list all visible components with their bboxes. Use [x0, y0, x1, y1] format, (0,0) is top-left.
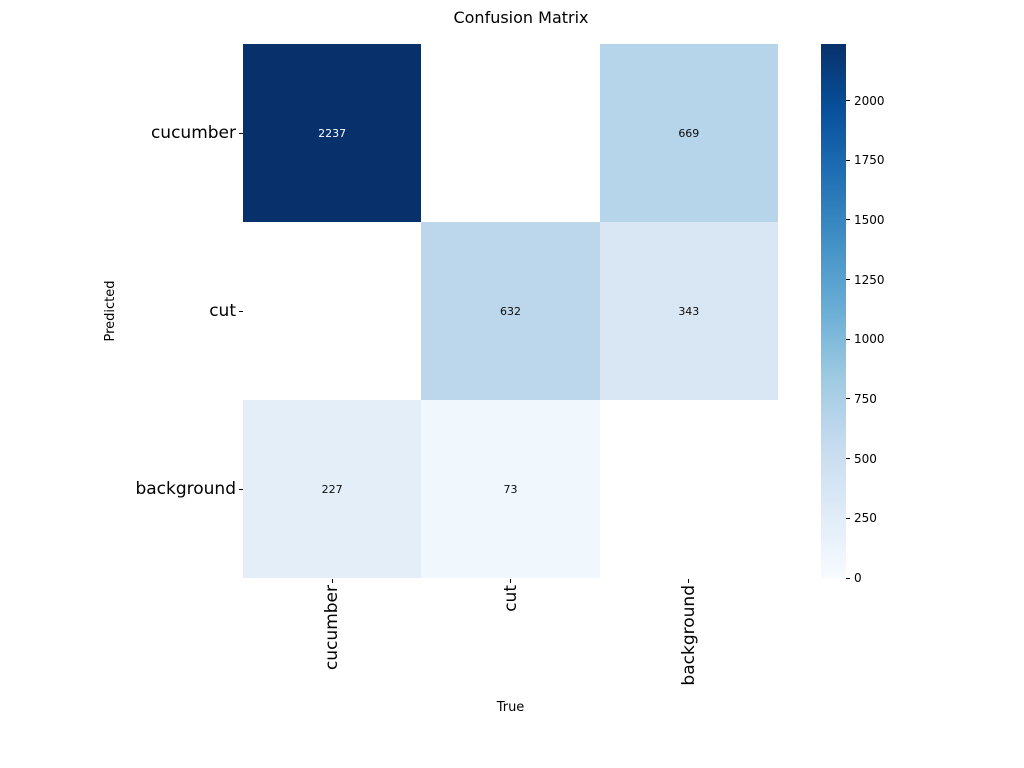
heatmap-cell: 632 [421, 222, 600, 400]
cell-value: 632 [499, 304, 521, 318]
colorbar-tick-mark [846, 338, 850, 340]
cell-value: 73 [503, 482, 518, 496]
colorbar-tick-mark [846, 577, 850, 579]
x-tick-label: background [678, 585, 699, 686]
y-tick-mark [239, 132, 243, 134]
x-tick-mark [510, 578, 511, 583]
y-axis-label: Predicted [103, 280, 118, 342]
y-tick-mark [239, 488, 243, 490]
colorbar-tick-mark [846, 458, 850, 460]
colorbar-tick-label: 1000 [854, 332, 885, 347]
heatmap-cell: 73 [421, 400, 600, 578]
heatmap-cell: 2237 [243, 44, 422, 222]
x-tick-label: cucumber [322, 585, 343, 671]
heatmap-cell [599, 400, 778, 578]
y-tick-label: cut [209, 301, 236, 321]
cell-value: 227 [321, 482, 343, 496]
colorbar-tick-label: 2000 [854, 93, 885, 108]
cell-value: 2237 [318, 126, 347, 140]
colorbar-tick-label: 750 [854, 391, 877, 406]
x-tick-mark [331, 578, 333, 583]
heatmap-cell: 343 [599, 222, 778, 400]
colorbar-tick-mark [846, 159, 850, 161]
heatmap-cell: 227 [243, 400, 422, 578]
y-tick-label: cucumber [150, 123, 236, 143]
colorbar-tick-mark [846, 219, 850, 221]
chart-title: Confusion Matrix [453, 8, 589, 27]
heatmap-cell: 669 [599, 44, 778, 222]
colorbar-tick-mark [846, 398, 850, 400]
colorbar-tick-label: 0 [854, 571, 862, 585]
y-tick-mark [239, 310, 243, 312]
cell-value: 343 [678, 304, 700, 318]
x-tick-mark [688, 578, 690, 583]
colorbar-tick-label: 1500 [854, 212, 885, 227]
colorbar-gradient [821, 44, 846, 578]
colorbar-tick-label: 500 [854, 451, 877, 466]
colorbar-tick-mark [846, 100, 850, 102]
heatmap-cell [421, 44, 600, 222]
heatmap: 2237 669 632 343 227 73 [243, 44, 778, 578]
colorbar-tick-label: 1750 [854, 153, 885, 168]
y-tick-label: background [135, 479, 236, 499]
colorbar-tick-label: 1250 [854, 272, 885, 287]
colorbar-tick-mark [846, 517, 850, 519]
x-tick-label: cut [500, 585, 521, 612]
colorbar-tick-label: 250 [854, 511, 877, 526]
colorbar-tick-mark [846, 279, 850, 281]
cell-value: 669 [678, 126, 700, 140]
x-axis-label: True [496, 700, 525, 715]
heatmap-cell [243, 222, 422, 400]
